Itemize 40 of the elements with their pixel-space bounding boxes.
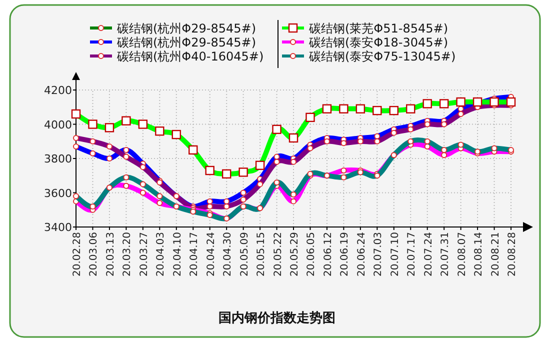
x-tick-label: 20.02.28 — [72, 232, 83, 277]
x-tick-label: 20.08.21 — [490, 232, 502, 277]
legend-label: 碳结钢(杭州Φ40-16045#) — [116, 50, 264, 64]
x-tick-label: 20.07.03 — [373, 232, 384, 277]
x-tick-label: 20.07.17 — [406, 232, 418, 277]
x-tick-label: 20.05.15 — [256, 232, 268, 277]
x-tick-label: 20.06.05 — [306, 232, 318, 277]
x-tick-label: 20.07.31 — [440, 232, 452, 277]
y-tick-label: 3800 — [44, 152, 72, 166]
x-tick-label: 20.08.14 — [474, 232, 485, 277]
x-tick-label: 20.06.24 — [356, 232, 368, 277]
x-tick-label: 20.03.20 — [122, 232, 134, 277]
legend-label: 碳结钢(泰安Φ18-3045#) — [308, 36, 448, 50]
x-tick-label: 20.05.29 — [290, 232, 300, 277]
legend-label: 碳结钢(莱芜Φ51-8545#) — [308, 22, 448, 36]
x-tick-label: 20.04.03 — [156, 232, 167, 277]
x-tick-label: 20.04.24 — [206, 232, 217, 277]
x-tick-label: 20.07.24 — [423, 232, 434, 277]
x-tick-label: 20.04.10 — [172, 232, 184, 277]
y-tick-label: 4000 — [44, 118, 72, 132]
x-tick-label: 20.06.12 — [322, 232, 334, 277]
legend-label: 碳结钢(杭州Φ29-8545#) — [116, 22, 256, 36]
x-tick-label: 20.04.17 — [189, 232, 200, 277]
x-tick-label: 20.07.10 — [390, 232, 401, 277]
x-tick-label: 20.03.13 — [105, 232, 116, 277]
x-tick-label: 20.08.07 — [456, 232, 468, 277]
x-tick-label: 20.05.22 — [272, 232, 284, 277]
x-tick-label: 20.05.09 — [239, 232, 250, 277]
x-tick-label: 20.03.06 — [88, 232, 100, 277]
y-tick-label: 4200 — [44, 84, 72, 97]
legend-label: 碳结钢(杭州Φ29-8545#) — [116, 36, 256, 50]
text: 国内钢价指数走势图 — [218, 310, 336, 326]
y-tick-label: 3600 — [44, 186, 72, 200]
x-tick-label: 20.08.28 — [507, 232, 518, 277]
x-tick-label: 20.04.30 — [222, 232, 234, 277]
legend-label: 碳结钢(泰安Φ75-13045#) — [308, 50, 456, 64]
y-tick-label: 3400 — [44, 221, 72, 234]
x-tick-label: 20.06.19 — [340, 232, 351, 277]
plot: 3400 3600 3800 4000 4200 20.02.28 20.03.06 20.03.13 20.03.20 20.03.27 20.04.03 20.04.10 20.04.17 20.04.24 20.04.30 20.05.09 20.05.15 20.05.22 20.05.29 20.06.05 20.06.12 20.06.19 20.06.24 20.07.03 20.07.10 20.07.17 20.07.24 20.07.31 20.08.07 20.08.14 20.08.21 20.08.28 — [44, 72, 533, 277]
x-tick-label: 20.03.27 — [138, 232, 150, 277]
